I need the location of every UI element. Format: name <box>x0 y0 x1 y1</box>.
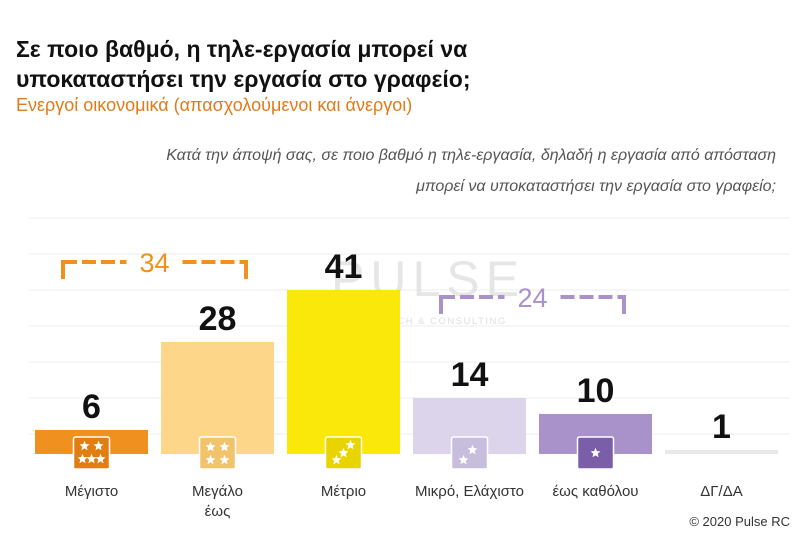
category-label: ΔΓ/ΔΑ <box>700 483 742 500</box>
category-label: Μέτριο <box>321 483 366 500</box>
value-label: 1 <box>712 408 731 446</box>
copyright-note: © 2020 Pulse RC <box>689 514 790 529</box>
chart-title: Σε ποιο βαθμό, η τηλε-εργασία μπορεί να … <box>16 34 656 94</box>
value-label: 10 <box>577 372 615 410</box>
bars: 6 Μέγιστο 28 Μεγάλο έως 41 Μέτριο 14 Μικρό, Ελάχ… <box>35 248 778 520</box>
category-label: έως καθόλου <box>552 483 638 500</box>
survey-question: Κατά την άποψή σας, σε ποιο βαθμό η τηλε… <box>76 140 776 202</box>
group-bracket-24: 24 <box>439 283 626 314</box>
chart-subtitle: Ενεργοί οικονομικά (απασχολούμενοι και ά… <box>16 95 413 115</box>
value-label: 28 <box>199 300 237 338</box>
group-bracket-34: 34 <box>61 248 248 279</box>
question-line-2: μπορεί να υποκαταστήσει την εργασία στο … <box>416 178 776 195</box>
watermark-tagline: RESEARCH & CONSULTING <box>349 316 506 327</box>
group-total: 34 <box>139 248 169 278</box>
2-stars-icon <box>450 436 489 470</box>
group-total: 24 <box>517 283 547 313</box>
value-label: 14 <box>451 356 489 394</box>
gridlines <box>28 217 790 435</box>
category-label: έως <box>205 503 231 520</box>
category-label: Μέγιστο <box>65 483 118 500</box>
value-label: 6 <box>82 388 101 426</box>
1-star-icon <box>576 436 615 470</box>
bar-6 <box>665 450 778 454</box>
3-stars-icon <box>324 436 363 470</box>
title-line-2: υποκαταστήσει την εργασία στο γραφείο; <box>16 66 471 92</box>
category-label: Μικρό, Ελάχιστο <box>415 483 524 500</box>
bar-2 <box>161 342 274 454</box>
4-stars-icon <box>198 436 237 470</box>
category-label: Μεγάλο <box>192 483 243 500</box>
group-brackets: 34 24 <box>61 248 626 314</box>
value-label: 41 <box>325 248 363 286</box>
question-line-1: Κατά την άποψή σας, σε ποιο βαθμό η τηλε… <box>166 147 776 164</box>
5-stars-icon <box>72 436 111 470</box>
title-line-1: Σε ποιο βαθμό, η τηλε-εργασία μπορεί να <box>16 36 468 62</box>
bar-3 <box>287 290 400 454</box>
